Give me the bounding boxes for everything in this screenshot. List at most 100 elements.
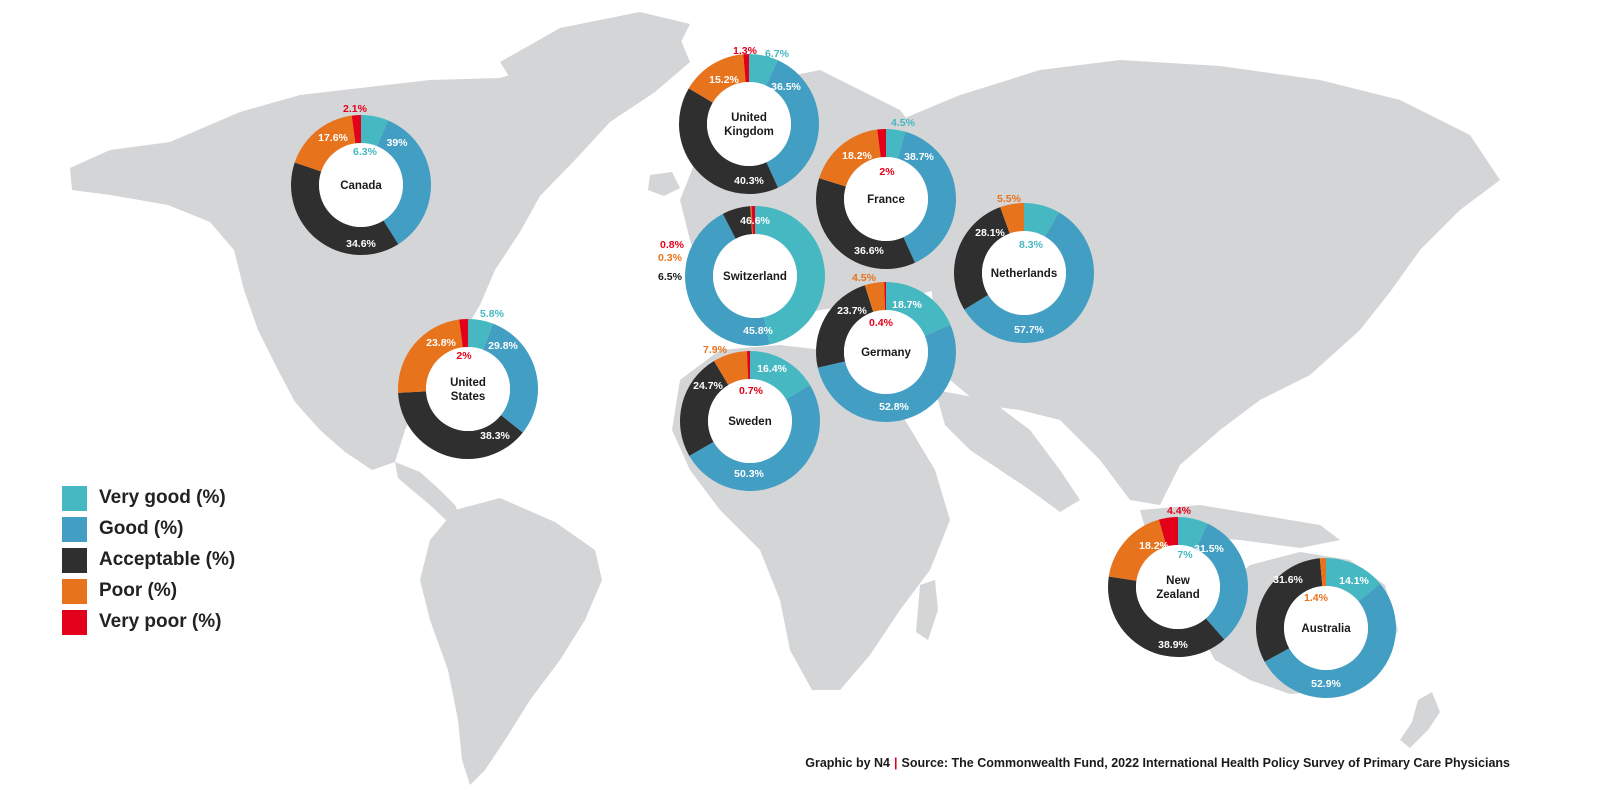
slice-very-poor (884, 282, 886, 311)
donut-hole (708, 379, 792, 463)
slice-very-good (1326, 558, 1381, 602)
legend-label-acceptable: Acceptable (%) (99, 549, 236, 570)
donut-new-zealand: New Zealand 7% 31.5% 38.9% 18.2% 4.4% (1108, 505, 1248, 657)
country-name: United (450, 377, 486, 389)
slice-acceptable (954, 207, 1010, 310)
slice-very-poor (751, 206, 755, 235)
legend-item-good: Good (%) (62, 516, 235, 542)
slice-good (377, 120, 431, 245)
map-madagascar (916, 580, 938, 640)
slice-acceptable (398, 391, 523, 460)
slice-acceptable (722, 206, 753, 239)
slice-very-good (886, 129, 906, 159)
slice-label-good: 57.7% (1014, 324, 1044, 336)
map-indonesia (1140, 505, 1340, 548)
donut-canada: Canada 6.3% 34.6% 39% 17.6% 2.1% (291, 103, 431, 255)
legend-item-very-good: Very good (%) (62, 485, 235, 511)
legend-item-poor: Poor (%) (62, 578, 235, 604)
slice-good (817, 324, 957, 423)
slice-very-poor (877, 129, 886, 158)
slice-label-good: 38.7% (904, 151, 934, 163)
donut-hole (713, 234, 797, 318)
slice-very-good (1024, 203, 1059, 237)
country-name: Switzerland (723, 271, 787, 283)
donut-germany: Germany 18.7% 52.8% 23.7% 4.5% 0.4% (816, 272, 957, 423)
slice-label-very-poor: 2% (456, 350, 472, 362)
slice-label-acceptable: 39% (386, 137, 408, 149)
slice-poor (819, 129, 881, 187)
slice-very-poor (459, 319, 468, 348)
map-new-zealand (1400, 692, 1440, 748)
slice-poor (750, 206, 753, 235)
slice-label-poor: 23.8% (426, 337, 456, 349)
country-name: Kingdom (724, 126, 774, 138)
map-greenland (500, 12, 690, 132)
slice-label-poor: 7.9% (703, 344, 728, 356)
country-name: Zealand (1156, 589, 1199, 601)
donut-australia: Australia 14.1% 52.9% 31.6%1.4% (1256, 558, 1397, 699)
slice-very-poor (351, 115, 361, 144)
slice-good (766, 60, 819, 188)
slice-good (1195, 523, 1248, 640)
donut-hole (1284, 586, 1368, 670)
slice-very-good (886, 282, 951, 336)
legend-item-acceptable: Acceptable (%) (62, 547, 236, 573)
slice-label-very-poor: 0.4% (869, 317, 894, 329)
slice-label-very-good: 6.3% (353, 146, 378, 158)
donut-hole (1136, 545, 1220, 629)
slice-poor (398, 319, 463, 393)
donut-united-states: United States 5.8% 29.8% 38.3% 23.8%2% (398, 308, 538, 460)
slice-label-acceptable: 40.3% (734, 175, 764, 187)
country-name: Germany (861, 347, 911, 359)
slice-acceptable (291, 162, 399, 255)
slice-very-poor (746, 351, 750, 380)
map-north-america (70, 38, 690, 470)
slice-very-good (468, 319, 494, 350)
map-asia (900, 60, 1500, 505)
legend-swatch-very-poor (62, 609, 87, 635)
slice-label-acceptable: 23.7% (837, 305, 867, 317)
slice-good (689, 384, 820, 491)
slice-acceptable (1108, 576, 1225, 657)
country-name: Sweden (728, 416, 771, 428)
slice-label-very-good: 4.5% (891, 117, 916, 129)
slice-good (1264, 583, 1397, 699)
slice-poor (294, 115, 356, 172)
slice-very-poor (743, 54, 749, 83)
source-credit: Graphic by N4 | Source: The Commonwealth F… (805, 756, 1510, 770)
slice-label-poor: 17.6% (318, 132, 348, 144)
legend-label-very-good: Very good (%) (99, 487, 226, 508)
slice-very-good (1178, 517, 1208, 549)
slice-poor (864, 282, 885, 312)
slice-label-acceptable: 38.9% (1158, 639, 1188, 651)
slice-label-very-poor: 1.3% (733, 45, 758, 57)
slice-very-good (750, 351, 811, 400)
slice-good (684, 213, 770, 347)
country-name: New (1166, 575, 1190, 587)
map-central-america (395, 462, 462, 522)
slice-label-very-good: 7% (1177, 549, 1193, 561)
donut-hole (844, 310, 928, 394)
slice-good (964, 212, 1094, 344)
slice-poor (688, 54, 746, 103)
slice-label-very-poor: 2.1% (343, 103, 368, 115)
legend-swatch-poor (62, 578, 87, 604)
slice-good (483, 323, 538, 433)
slice-label-very-good: 6.7% (765, 48, 790, 60)
slice-label-good: 52.8% (879, 401, 909, 413)
slice-label-poor: 18.2% (1139, 540, 1169, 552)
slice-label-acceptable: 38.3% (480, 430, 510, 442)
slice-poor (1319, 558, 1326, 587)
slice-label-acceptable: 31.6% (1273, 574, 1303, 586)
donut-hole (982, 231, 1066, 315)
slice-label-very-poor: 4.4% (1167, 505, 1192, 517)
slice-label-good: 36.5% (771, 81, 801, 93)
slice-label-poor: 18.2% (842, 150, 872, 162)
slice-label-very-poor: 0.8% (660, 239, 685, 251)
slice-label-poor: 5.5% (997, 193, 1022, 205)
slice-acceptable (680, 360, 729, 456)
slice-label-good: 29.8% (488, 340, 518, 352)
credit-source: Source: The Commonwealth Fund, 2022 Inte… (901, 756, 1510, 770)
slice-label-good: 31.5% (1194, 543, 1224, 555)
